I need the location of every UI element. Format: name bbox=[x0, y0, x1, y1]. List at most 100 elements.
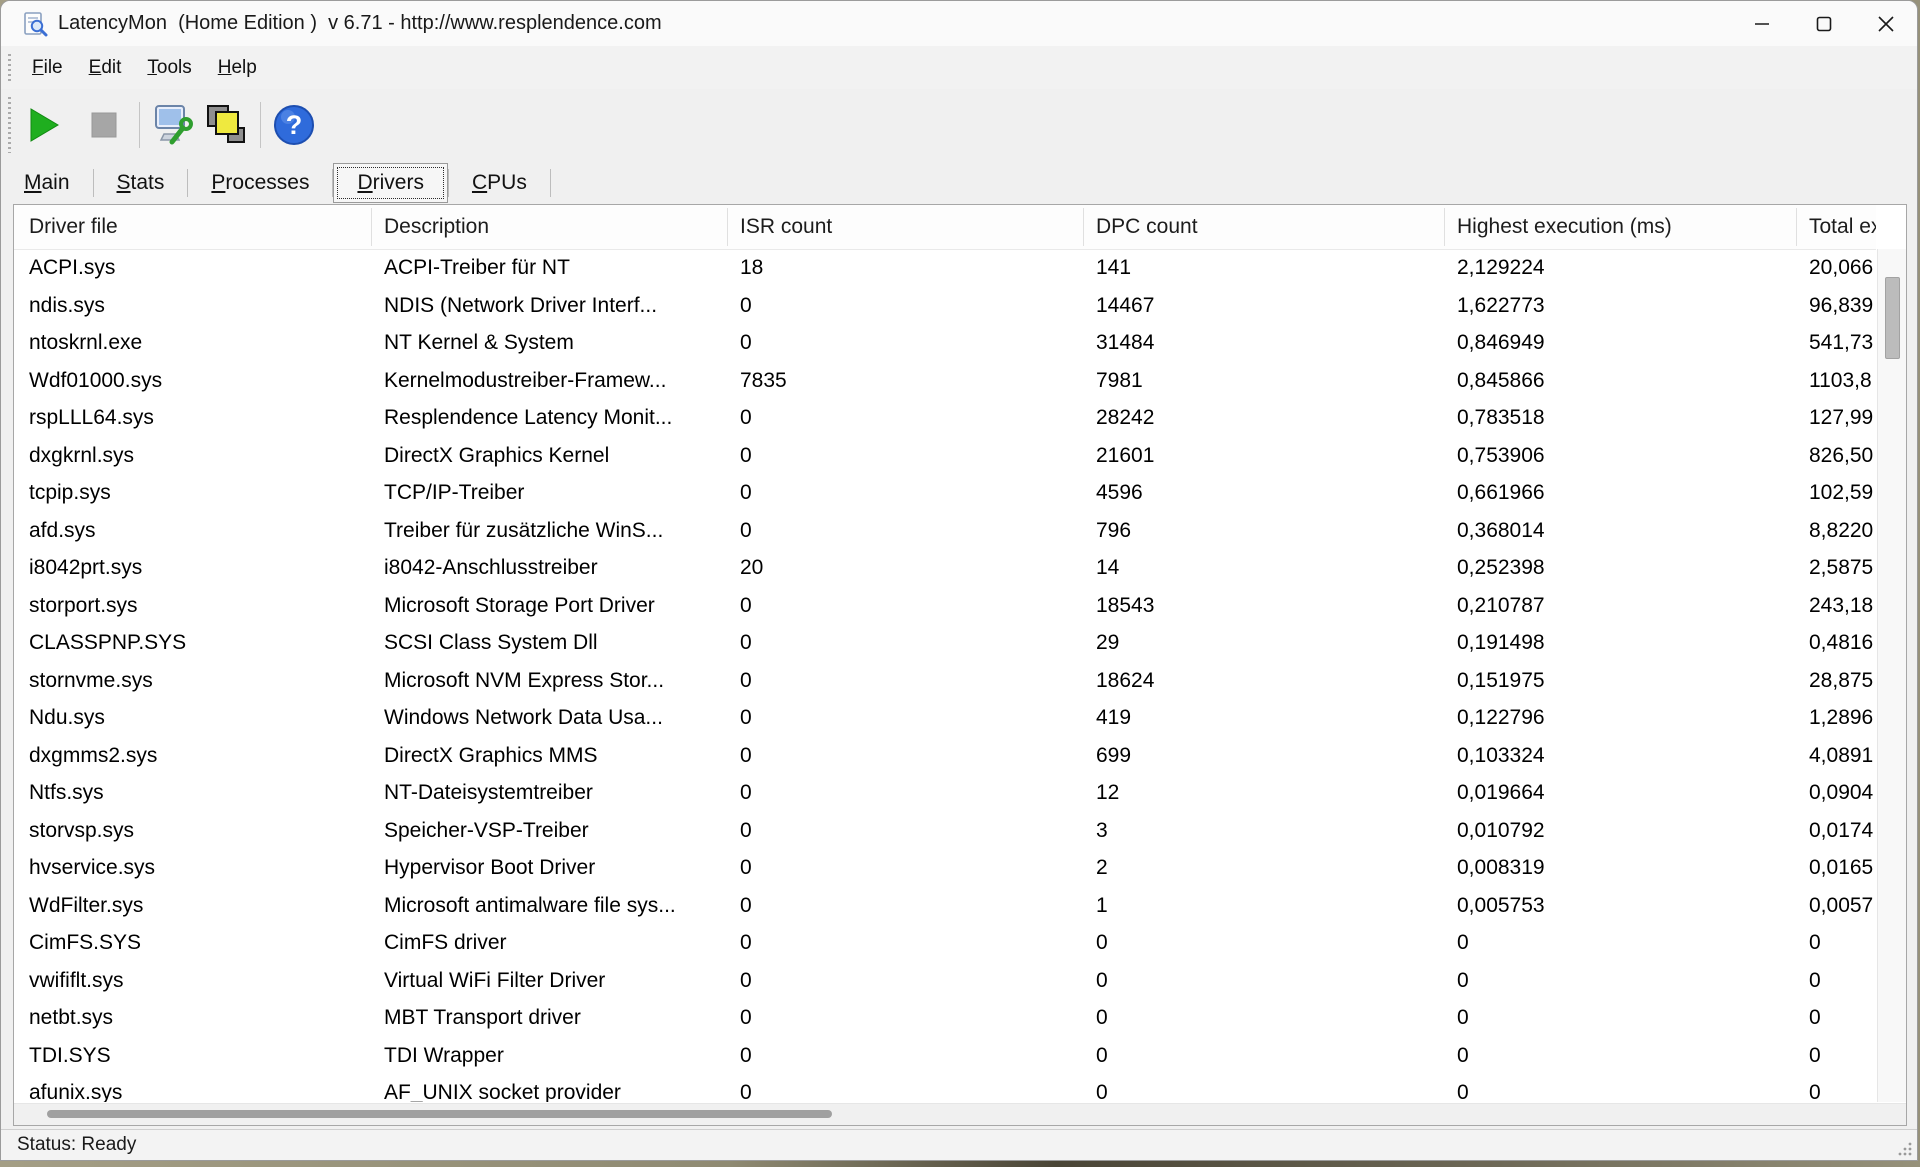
table-row[interactable]: Ndu.sys Windows Network Data Usa... 0 419 0,… bbox=[14, 699, 1876, 737]
table-row[interactable]: rspLLL64.sys Resplendence Latency Monit..… bbox=[14, 399, 1876, 437]
tab-processes[interactable]: Processes bbox=[211, 170, 310, 194]
close-button[interactable] bbox=[1855, 1, 1917, 46]
cell-highest_execution_ms: 0,191498 bbox=[1457, 631, 1545, 654]
table-row[interactable]: WdFilter.sys Microsoft antimalware file s… bbox=[14, 887, 1876, 925]
cell-description: CimFS driver bbox=[384, 931, 507, 954]
tab-cpus[interactable]: CPUs bbox=[471, 170, 527, 194]
cell-total_execution: 20,066 bbox=[1809, 256, 1874, 279]
cell-total_execution: 28,875 bbox=[1809, 668, 1874, 692]
column-header-driver_file[interactable]: Driver file bbox=[29, 215, 118, 238]
cell-driver_file: netbt.sys bbox=[29, 1006, 114, 1029]
tab-drivers[interactable]: Drivers bbox=[333, 163, 448, 203]
cell-highest_execution_ms: 0,783518 bbox=[1457, 406, 1545, 429]
cell-dpc_count: 14 bbox=[1096, 556, 1120, 579]
copy-report-button[interactable] bbox=[200, 97, 254, 153]
tab-separator bbox=[187, 168, 189, 197]
cell-driver_file: CLASSPNP.SYS bbox=[29, 631, 187, 654]
table-row[interactable]: netbt.sys MBT Transport driver 0 0 0 0 bbox=[14, 999, 1876, 1037]
help-button[interactable]: ? bbox=[267, 97, 321, 153]
table-row[interactable]: Ntfs.sys NT-Dateisystemtreiber 0 12 0,019664… bbox=[14, 774, 1876, 812]
table-row[interactable]: Wdf01000.sys Kernelmodustreiber-Framew...… bbox=[14, 362, 1876, 400]
drivers-table-panel: Driver file Description ISR count DPC count… bbox=[13, 204, 1907, 1126]
table-row[interactable]: storport.sys Microsoft Storage Port Drive… bbox=[14, 587, 1876, 625]
resize-grip[interactable] bbox=[1895, 1139, 1913, 1157]
start-monitor-button[interactable] bbox=[15, 97, 75, 153]
cell-total_execution: 0,4816 bbox=[1809, 631, 1874, 654]
cell-total_execution: 1103,8 bbox=[1809, 368, 1872, 392]
cell-highest_execution_ms: 0 bbox=[1457, 1043, 1469, 1067]
cell-driver_file: tcpip.sys bbox=[29, 481, 111, 504]
vertical-scrollbar[interactable] bbox=[1877, 249, 1906, 1102]
table-row[interactable]: dxgmms2.sys DirectX Graphics MMS 0 699 0,103… bbox=[14, 737, 1876, 775]
column-header-description[interactable]: Description bbox=[384, 215, 490, 238]
table-row[interactable]: ndis.sys NDIS (Network Driver Interf... 0 1… bbox=[14, 287, 1876, 325]
options-button[interactable] bbox=[146, 97, 200, 153]
cell-total_execution: 96,839 bbox=[1809, 293, 1874, 317]
vertical-scrollbar-thumb[interactable] bbox=[1885, 277, 1900, 359]
cell-driver_file: vwififlt.sys bbox=[29, 968, 124, 992]
table-row[interactable]: i8042prt.sys i8042-Anschlusstreiber 20 14 0,… bbox=[14, 549, 1876, 587]
cell-description: DirectX Graphics Kernel bbox=[384, 443, 610, 467]
table-row[interactable]: tcpip.sys TCP/IP-Treiber 0 4596 0,661966 102,… bbox=[14, 474, 1876, 512]
table-row[interactable]: ACPI.sys ACPI-Treiber für NT 18 141 2,129224… bbox=[14, 249, 1876, 287]
table-row[interactable]: dxgkrnl.sys DirectX Graphics Kernel 0 21601… bbox=[14, 437, 1876, 475]
column-header-total_execution[interactable]: Total ex bbox=[1809, 215, 1876, 238]
stop-monitor-button[interactable] bbox=[75, 97, 133, 153]
cell-dpc_count: 0 bbox=[1096, 1006, 1108, 1029]
cell-isr_count: 0 bbox=[740, 818, 752, 842]
maximize-button[interactable] bbox=[1793, 1, 1855, 46]
table-row[interactable]: hvservice.sys Hypervisor Boot Driver 0 2 0,0… bbox=[14, 849, 1876, 887]
cell-driver_file: stornvme.sys bbox=[29, 668, 153, 692]
table-row[interactable]: stornvme.sys Microsoft NVM Express Stor..… bbox=[14, 662, 1876, 700]
column-header-isr_count[interactable]: ISR count bbox=[740, 215, 833, 238]
cell-total_execution: 243,18 bbox=[1809, 593, 1874, 617]
tab-separator bbox=[332, 168, 334, 197]
cell-total_execution: 0,0057 bbox=[1809, 893, 1874, 917]
tab-main[interactable]: Main bbox=[24, 170, 70, 194]
cell-isr_count: 0 bbox=[740, 631, 752, 654]
cell-total_execution: 0 bbox=[1809, 1006, 1821, 1029]
menu-item-tools[interactable]: Tools bbox=[147, 57, 192, 78]
cell-isr_count: 0 bbox=[740, 856, 752, 879]
table-row[interactable]: CimFS.SYS CimFS driver 0 0 0 0 bbox=[14, 924, 1876, 962]
cell-description: ACPI-Treiber für NT bbox=[384, 256, 570, 279]
table-row[interactable]: afd.sys Treiber für zusätzliche WinS... 0 7… bbox=[14, 512, 1876, 550]
cell-isr_count: 7835 bbox=[740, 368, 787, 392]
table-row[interactable]: TDI.SYS TDI Wrapper 0 0 0 0 bbox=[14, 1037, 1876, 1075]
table-row[interactable]: vwififlt.sys Virtual WiFi Filter Driver 0 0… bbox=[14, 962, 1876, 1000]
cell-highest_execution_ms: 0,661966 bbox=[1457, 481, 1545, 504]
tab-stats[interactable]: Stats bbox=[116, 170, 165, 194]
column-header-dpc_count[interactable]: DPC count bbox=[1096, 215, 1198, 238]
minimize-button[interactable] bbox=[1731, 1, 1793, 46]
cell-driver_file: i8042prt.sys bbox=[29, 556, 143, 579]
copy-icon bbox=[207, 105, 245, 143]
cell-driver_file: CimFS.SYS bbox=[29, 931, 142, 954]
cell-description: NT Kernel & System bbox=[384, 331, 574, 354]
cell-highest_execution_ms: 0 bbox=[1457, 1006, 1469, 1029]
table-row[interactable]: ntoskrnl.exe NT Kernel & System 0 31484 0,84… bbox=[14, 324, 1876, 362]
cell-isr_count: 0 bbox=[740, 481, 752, 504]
horizontal-scrollbar[interactable] bbox=[14, 1103, 1906, 1125]
table-body: ACPI.sys ACPI-Treiber für NT 18 141 2,129224… bbox=[14, 249, 1876, 1102]
table-row[interactable]: afunix.sys AF_UNIX socket provider 0 0 0 0 bbox=[14, 1074, 1876, 1102]
cell-isr_count: 0 bbox=[740, 668, 752, 692]
statusbar-divider bbox=[1, 1129, 1917, 1130]
menu-gripper[interactable] bbox=[8, 54, 12, 81]
menu-item-help[interactable]: Help bbox=[217, 57, 257, 78]
column-header-highest_execution_ms[interactable]: Highest execution (ms) bbox=[1457, 215, 1672, 238]
svg-text:?: ? bbox=[286, 110, 303, 140]
cell-dpc_count: 12 bbox=[1096, 781, 1120, 804]
table-row[interactable]: CLASSPNP.SYS SCSI Class System Dll 0 29 0,19… bbox=[14, 624, 1876, 662]
cell-isr_count: 0 bbox=[740, 1043, 752, 1067]
cell-driver_file: TDI.SYS bbox=[29, 1043, 111, 1067]
horizontal-scrollbar-thumb[interactable] bbox=[47, 1110, 832, 1118]
cell-isr_count: 0 bbox=[740, 893, 752, 917]
menu-item-edit[interactable]: Edit bbox=[88, 57, 122, 78]
cell-description: i8042-Anschlusstreiber bbox=[384, 556, 598, 579]
table-row[interactable]: storvsp.sys Speicher-VSP-Treiber 0 3 0,01079… bbox=[14, 812, 1876, 850]
cell-total_execution: 0 bbox=[1809, 1081, 1821, 1102]
menu-item-file[interactable]: File bbox=[32, 57, 63, 78]
toolbar-gripper[interactable] bbox=[8, 97, 12, 153]
cell-dpc_count: 14467 bbox=[1096, 293, 1155, 317]
